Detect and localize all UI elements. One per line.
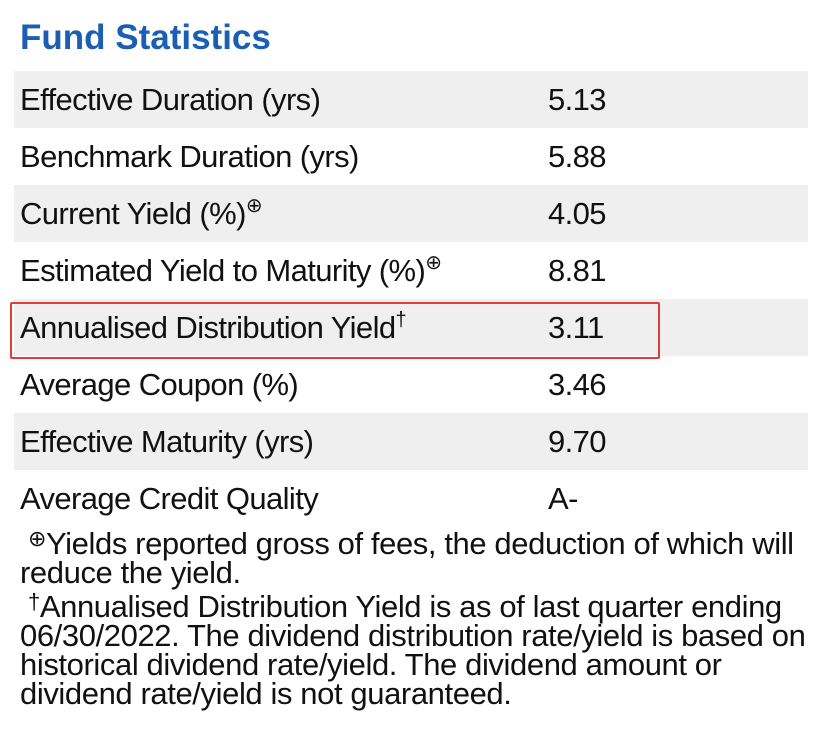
section-title: Fund Statistics — [20, 18, 271, 57]
row-label-cell: Average Coupon (%) — [20, 367, 299, 403]
row-label-cell: Current Yield (%)⊕ — [20, 195, 263, 232]
row-label: Average Coupon (%) — [20, 367, 299, 402]
highlight-box — [10, 302, 660, 359]
row-label: Annualised Distribution Yield — [20, 310, 396, 345]
row-label-cell: Effective Maturity (yrs) — [20, 424, 314, 460]
footnotes: ⊕Yields reported gross of fees, the dedu… — [20, 524, 810, 711]
row-value: 4.05 — [548, 196, 607, 231]
table-row: Current Yield (%)⊕ 4.05 — [14, 185, 808, 242]
row-label-cell: Effective Duration (yrs) — [20, 82, 321, 118]
table-row: Average Coupon (%) 3.46 — [14, 356, 808, 413]
footnote-marker: ⊕ — [245, 195, 263, 217]
stats-table: Effective Duration (yrs) 5.13 Benchmark Du… — [14, 71, 808, 528]
row-value: 3.11 — [548, 310, 604, 345]
row-value: 3.46 — [548, 367, 607, 402]
table-row: Estimated Yield to Maturity (%)⊕ 8.81 — [14, 242, 808, 299]
footnote-symbol: ⊕ — [28, 526, 47, 551]
table-row: Effective Maturity (yrs) 9.70 — [14, 413, 808, 470]
footnote: ⊕Yields reported gross of fees, the dedu… — [20, 524, 810, 590]
footnote-marker: ⊕ — [425, 252, 442, 274]
row-label-cell: Annualised Distribution Yield† — [20, 309, 407, 346]
row-value: A- — [548, 481, 578, 516]
footnote-marker: † — [395, 309, 407, 331]
footnote-text: Annualised Distribution Yield is as of l… — [20, 589, 806, 711]
row-value: 9.70 — [548, 424, 607, 459]
table-row: Annualised Distribution Yield† 3.11 — [14, 299, 808, 356]
row-label: Average Credit Quality — [20, 481, 319, 516]
row-label: Estimated Yield to Maturity (%) — [20, 253, 426, 288]
row-label-cell: Benchmark Duration (yrs) — [20, 139, 359, 175]
row-value: 8.81 — [548, 253, 607, 288]
table-row: Average Credit Quality A- — [14, 470, 808, 528]
row-label: Effective Maturity (yrs) — [20, 424, 314, 459]
row-value: 5.88 — [548, 139, 607, 174]
row-label: Current Yield (%) — [20, 196, 246, 231]
footnote: †Annualised Distribution Yield is as of … — [20, 587, 810, 711]
row-label-cell: Average Credit Quality — [20, 481, 319, 517]
table-row: Benchmark Duration (yrs) 5.88 — [14, 128, 808, 185]
footnote-text: Yields reported gross of fees, the deduc… — [20, 526, 794, 590]
table-row: Effective Duration (yrs) 5.13 — [14, 71, 808, 128]
row-value: 5.13 — [548, 82, 607, 117]
row-label: Benchmark Duration (yrs) — [20, 139, 359, 174]
row-label: Effective Duration (yrs) — [20, 82, 321, 117]
row-label-cell: Estimated Yield to Maturity (%)⊕ — [20, 252, 442, 289]
footnote-symbol: † — [28, 589, 40, 614]
